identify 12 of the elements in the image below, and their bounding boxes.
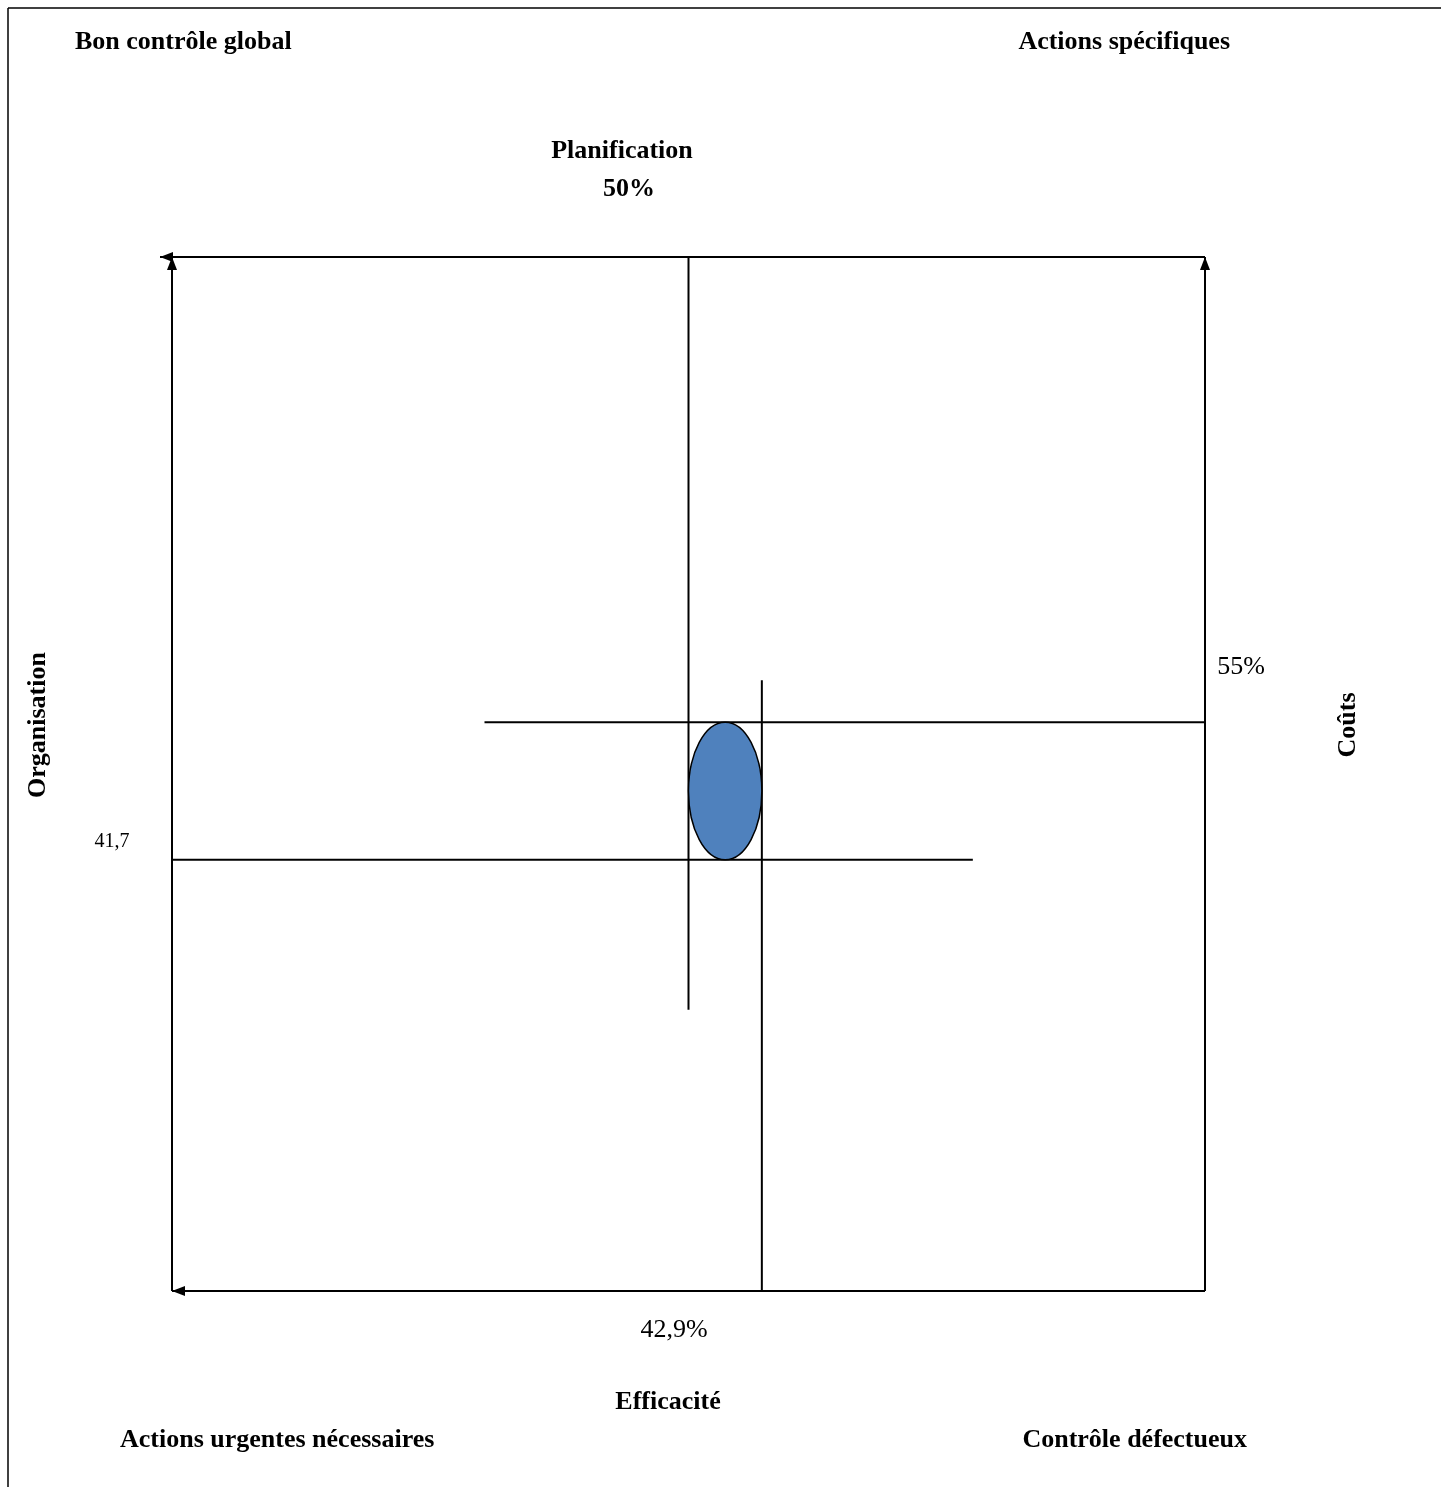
category-label: Organisation	[22, 651, 51, 798]
data-label: 41,7	[94, 829, 130, 851]
data-label: 50%	[603, 173, 655, 202]
text: Actions urgentes nécessaires	[120, 1424, 435, 1453]
data-label: 42,9%	[640, 1314, 708, 1343]
category-label: Coûts	[1332, 692, 1361, 758]
text: Contrôle défectueux	[1022, 1424, 1247, 1453]
text: Actions spécifiques	[1018, 26, 1230, 55]
data-label: 55%	[1217, 651, 1265, 680]
category-label: Planification	[551, 135, 694, 164]
category-label: Efficacité	[615, 1386, 721, 1415]
text: Bon contrôle global	[75, 26, 292, 55]
